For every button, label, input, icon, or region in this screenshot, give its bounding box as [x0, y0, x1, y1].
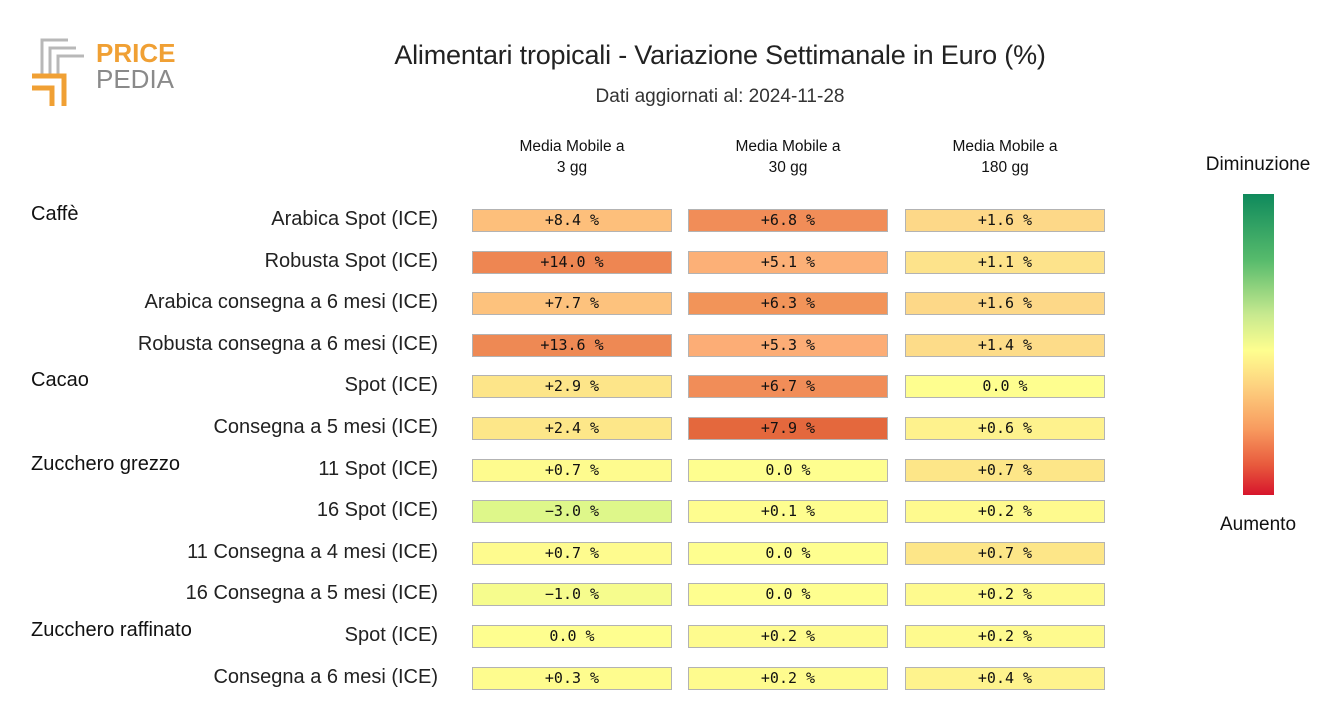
row-label: Consegna a 5 mesi (ICE): [213, 416, 438, 438]
heatmap-cell: +0.6 %: [905, 417, 1105, 440]
heatmap-cell: +0.2 %: [688, 666, 888, 690]
heatmap-cell: 0.0 %: [688, 541, 888, 565]
heatmap-cell: 0.0 %: [472, 625, 672, 648]
row-label: 11 Spot (ICE): [318, 457, 438, 480]
heatmap-cell: −3.0 %: [472, 500, 672, 524]
row-label: 11 Consegna a 4 mesi (ICE): [187, 540, 438, 563]
heatmap-cell: +6.8 %: [688, 209, 888, 232]
heatmap-cell: +0.2 %: [905, 583, 1105, 607]
heatmap-cell: +14.0 %: [472, 250, 672, 274]
group-label: Zucchero raffinato: [31, 619, 192, 641]
heatmap-cell: +0.2 %: [905, 500, 1105, 524]
heatmap-cell: +7.9 %: [688, 417, 888, 440]
chart-title: Alimentari tropicali - Variazione Settim…: [394, 40, 1046, 70]
group-label: Cacao: [31, 369, 89, 392]
heatmap-cell: +0.2 %: [905, 625, 1105, 648]
heatmap-cell: +5.3 %: [688, 333, 888, 357]
heatmap-cell: 0.0 %: [905, 375, 1105, 399]
group-label: Caffè: [31, 203, 79, 225]
legend-top-label: Diminuzione: [1205, 154, 1311, 175]
heatmap-cell: +0.7 %: [472, 458, 672, 482]
heatmap-cell: +0.7 %: [472, 541, 672, 565]
row-label: 16 Consegna a 5 mesi (ICE): [185, 582, 438, 605]
heatmap-cell: 0.0 %: [688, 583, 888, 607]
heatmap-cell: 0.0 %: [688, 458, 888, 482]
row-label: Arabica consegna a 6 mesi (ICE): [144, 291, 438, 314]
logo-pedia: PEDIA: [96, 64, 175, 94]
heatmap-cell: +0.1 %: [688, 500, 888, 524]
row-label: Spot (ICE): [344, 624, 438, 646]
logo-mark: [32, 38, 84, 106]
row-label: Robusta Spot (ICE): [264, 249, 438, 272]
heatmap-cell: +0.2 %: [688, 625, 888, 648]
group-label: Zucchero grezzo: [31, 452, 180, 475]
heatmap-cell: +13.6 %: [472, 333, 672, 357]
column-header: Media Mobile a 30 gg: [735, 138, 841, 176]
heatmap-cell: −1.0 %: [472, 583, 672, 607]
row-label: Robusta consegna a 6 mesi (ICE): [137, 332, 438, 355]
row-label: 16 Spot (ICE): [316, 499, 438, 522]
legend-color-bar: [1243, 194, 1274, 495]
heatmap-cell: +0.3 %: [472, 666, 672, 690]
pricepedia-logo: PRICE PEDIA: [32, 38, 175, 106]
row-label: Consegna a 6 mesi (ICE): [213, 665, 438, 688]
heatmap-cell: +8.4 %: [472, 209, 672, 232]
heatmap-cell: +2.9 %: [472, 375, 672, 399]
heatmap-cell: +0.4 %: [905, 666, 1105, 690]
logo-price: PRICE: [96, 38, 175, 68]
heatmap-cell: +1.1 %: [905, 250, 1105, 274]
heatmap-cell: +6.7 %: [688, 375, 888, 399]
heatmap-cell: +2.4 %: [472, 417, 672, 440]
legend-bottom-label: Aumento: [1219, 514, 1297, 535]
chart-subtitle: Dati aggiornati al: 2024-11-28: [595, 86, 845, 107]
heatmap-cell: +1.4 %: [905, 333, 1105, 357]
heatmap-cell: +5.1 %: [688, 250, 888, 274]
heatmap-cell: +1.6 %: [905, 292, 1105, 316]
heatmap-cell: +0.7 %: [905, 458, 1105, 482]
heatmap-cell: +7.7 %: [472, 292, 672, 316]
column-header: Media Mobile a 3 gg: [519, 138, 625, 176]
heatmap-cell: +0.7 %: [905, 541, 1105, 565]
row-label: Spot (ICE): [344, 374, 438, 397]
row-label: Arabica Spot (ICE): [271, 208, 438, 230]
column-header: Media Mobile a 180 gg: [952, 138, 1058, 176]
heatmap-cell: +6.3 %: [688, 292, 888, 316]
heatmap-cell: +1.6 %: [905, 209, 1105, 232]
